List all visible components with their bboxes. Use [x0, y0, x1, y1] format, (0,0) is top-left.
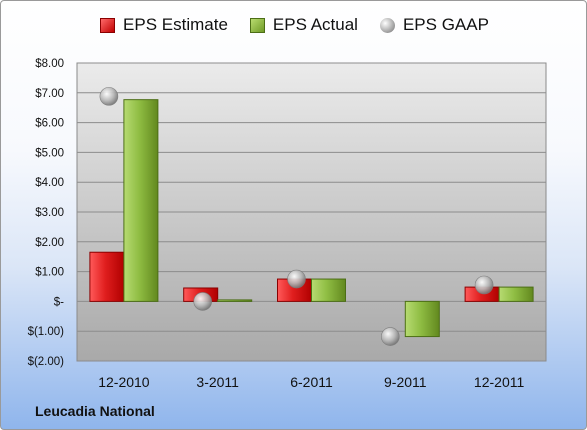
marker-eps-gaap	[287, 269, 306, 289]
legend-swatch-actual	[249, 17, 265, 33]
legend-swatch-estimate	[100, 17, 116, 33]
x-tick-label: 6-2011	[290, 374, 333, 390]
legend-label-gaap: EPS GAAP	[402, 15, 489, 34]
bar-eps-estimate	[89, 251, 125, 302]
legend-label-actual: EPS Actual	[272, 15, 358, 34]
bar-eps-actual	[217, 299, 253, 302]
y-tick-label: $6.00	[35, 118, 64, 130]
legend: EPS Estimate EPS Actual EPS GAAP	[1, 15, 586, 35]
y-tick-label: $3.00	[35, 207, 64, 219]
y-tick-label: $1.00	[35, 267, 64, 279]
y-tick-label: $7.00	[35, 88, 64, 100]
x-tick-label: 3-2011	[196, 374, 239, 390]
y-tick-label: $-	[54, 296, 64, 308]
y-tick-label: $2.00	[35, 237, 64, 249]
company-label: Leucadia National	[35, 403, 155, 419]
bar-eps-actual	[311, 278, 346, 302]
gaap-markers	[99, 87, 494, 346]
marker-eps-gaap	[380, 327, 400, 346]
x-axis-ticks: 12-2010 3-2011 6-2011 9-2011 12-2011	[98, 374, 524, 390]
x-tick-label: 12-2011	[474, 374, 525, 390]
legend-item-gaap: EPS GAAP	[379, 15, 489, 35]
bar-eps-actual	[404, 300, 440, 338]
x-tick-label: 9-2011	[384, 374, 427, 390]
bar-eps-actual	[498, 286, 534, 302]
y-tick-label: $(1.00)	[28, 326, 65, 338]
legend-item-estimate: EPS Estimate	[100, 15, 228, 35]
legend-swatch-gaap	[379, 17, 395, 33]
legend-label-estimate: EPS Estimate	[123, 15, 228, 34]
x-tick-label: 12-2010	[98, 374, 150, 390]
y-tick-label: $4.00	[35, 177, 64, 189]
y-tick-label: $8.00	[35, 58, 64, 70]
y-tick-label: $5.00	[35, 147, 64, 159]
y-axis-ticks: $8.00 $7.00 $6.00 $5.00 $4.00 $3.00 $2.00 $1.00…	[28, 58, 65, 368]
marker-eps-gaap	[474, 275, 494, 295]
bars	[89, 99, 534, 338]
marker-eps-gaap	[99, 87, 119, 106]
y-tick-label: $(2.00)	[28, 356, 65, 368]
bar-eps-actual	[123, 99, 159, 302]
legend-item-actual: EPS Actual	[249, 15, 358, 35]
marker-eps-gaap	[193, 292, 212, 311]
